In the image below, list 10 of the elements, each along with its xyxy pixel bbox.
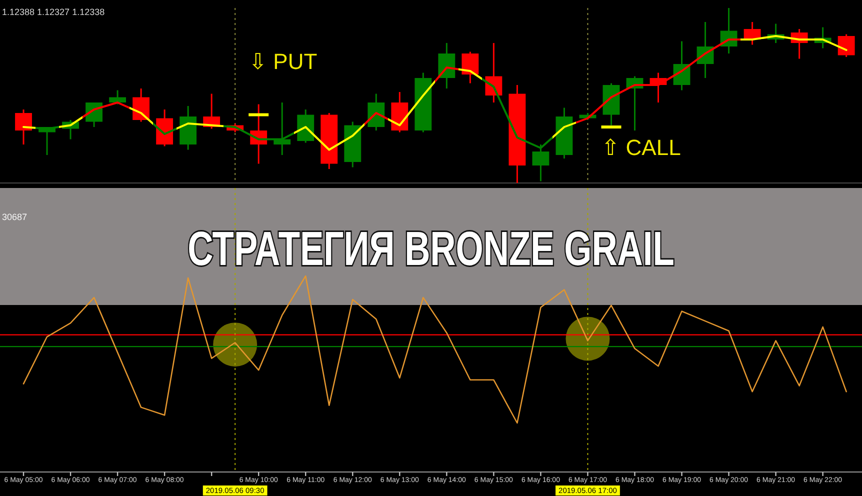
text: 30687 xyxy=(2,212,28,222)
annotation: ⇩ PUT xyxy=(248,48,318,74)
annotation: ⇧ CALL xyxy=(601,135,681,160)
annotation: 1.12388 1.12327 1.12338 xyxy=(2,7,105,17)
candlestick xyxy=(462,51,479,84)
candlestick xyxy=(838,34,855,58)
candlestick xyxy=(532,144,550,182)
chart-title: СТРАТЕГИЯ BRONZE GRAIL xyxy=(188,222,674,276)
candlestick xyxy=(109,90,126,105)
candlestick xyxy=(15,108,32,146)
